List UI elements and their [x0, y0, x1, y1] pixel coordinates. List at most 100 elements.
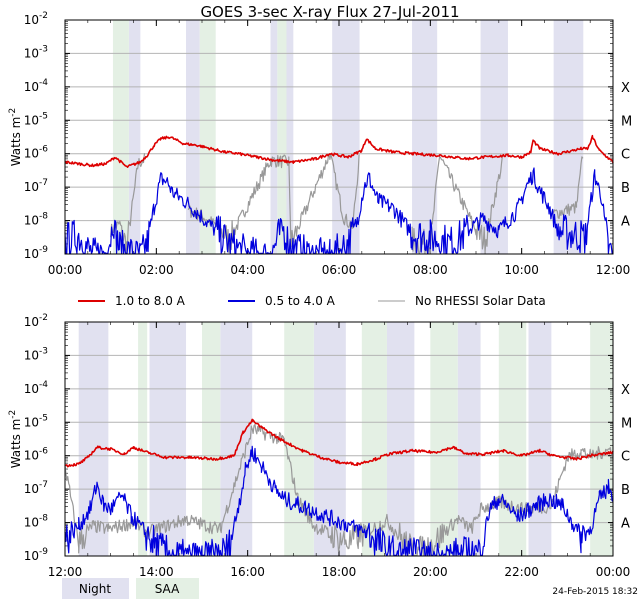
legend-swatch-night: [62, 578, 129, 599]
y-tick-label: 10-8: [24, 212, 49, 228]
y-axis-title: Watts m-2: [8, 108, 23, 167]
y-tick-base: 10: [24, 482, 39, 496]
night-band: [286, 20, 294, 254]
saa-band: [361, 322, 387, 556]
flare-class-c: C: [621, 148, 630, 163]
x-tick-label: 12:00: [48, 565, 83, 579]
plot-frame: [64, 19, 614, 255]
y-tick-label: 10-9: [24, 547, 49, 563]
night-band: [412, 20, 438, 254]
x-tick-label: 20:00: [413, 565, 448, 579]
series-long: [64, 134, 614, 168]
y-tick-label: 10-7: [24, 178, 48, 194]
y-tick-exponent: -6: [39, 145, 48, 155]
flare-class-x: X: [621, 383, 630, 398]
y-tick-exponent: -7: [39, 178, 48, 188]
x-tick-label: 08:00: [413, 263, 448, 277]
flare-class-a: A: [621, 517, 630, 532]
y-tick-label: 10-2: [24, 11, 48, 27]
night-band: [553, 20, 584, 254]
night-band: [149, 322, 187, 556]
saa-band: [112, 20, 129, 254]
y-tick-label: 10-2: [24, 313, 48, 329]
y-tick-exponent: -9: [39, 547, 48, 557]
flare-class-c: C: [621, 450, 630, 465]
y-tick-exponent: -2: [39, 11, 48, 21]
y-tick-exponent: -8: [39, 212, 48, 222]
y-tick-exponent: -5: [39, 111, 48, 121]
y-tick-label: 10-7: [24, 480, 48, 496]
y-tick-exponent: -3: [39, 346, 48, 356]
y-tick-exponent: -4: [39, 78, 48, 88]
y-tick-label: 10-3: [24, 346, 48, 362]
legend-label-long: 1.0 to 8.0 A: [115, 294, 186, 308]
night-band: [528, 322, 552, 556]
panel-1: 10-210-310-410-510-610-710-810-9XMCBAWat…: [8, 11, 632, 277]
y-tick-base: 10: [24, 13, 39, 27]
series-short: [64, 167, 614, 254]
y-tick-base: 10: [24, 214, 39, 228]
plot-frame: [64, 321, 614, 557]
flare-class-m: M: [621, 114, 632, 129]
saa-band: [138, 322, 148, 556]
x-tick-label: 04:00: [230, 263, 265, 277]
night-band: [386, 322, 415, 556]
flare-class-b: B: [621, 483, 630, 498]
y-tick-base: 10: [24, 180, 39, 194]
legend-label-saa: SAA: [155, 582, 180, 596]
night-band: [480, 20, 508, 254]
saa-band: [202, 322, 221, 556]
y-tick-label: 10-6: [24, 145, 49, 161]
y-tick-base: 10: [24, 315, 39, 329]
y-tick-label: 10-4: [24, 78, 49, 94]
y-tick-base: 10: [24, 549, 39, 563]
y-tick-exponent: -6: [39, 447, 48, 457]
night-band: [128, 20, 141, 254]
y-axis-title-exponent: -2: [8, 410, 18, 419]
footer-date: 24-Feb-2015 18:32: [552, 587, 638, 597]
x-tick-label: 14:00: [139, 565, 174, 579]
y-tick-label: 10-5: [24, 111, 48, 127]
x-tick-label: 16:00: [230, 565, 265, 579]
series-long: [64, 418, 614, 468]
y-axis-title-text: Watts m: [9, 419, 23, 469]
x-tick-label: 02:00: [139, 263, 174, 277]
legend-label-short: 0.5 to 4.0 A: [265, 294, 336, 308]
y-tick-exponent: -7: [39, 480, 48, 490]
y-tick-label: 10-6: [24, 447, 49, 463]
x-tick-label: 12:00: [596, 263, 631, 277]
night-band: [270, 20, 278, 254]
flare-class-a: A: [621, 215, 630, 230]
y-tick-base: 10: [24, 113, 39, 127]
y-tick-label: 10-8: [24, 514, 49, 530]
x-tick-label: 22:00: [504, 565, 539, 579]
saa-band: [277, 20, 287, 254]
x-tick-label: 18:00: [322, 565, 357, 579]
y-tick-label: 10-4: [24, 380, 49, 396]
y-axis-title-exponent: -2: [8, 108, 18, 117]
y-tick-exponent: -5: [39, 413, 48, 423]
y-tick-exponent: -8: [39, 514, 48, 524]
legend-swatch-saa: [136, 578, 199, 599]
x-tick-label: 00:00: [48, 263, 83, 277]
y-tick-base: 10: [24, 46, 39, 60]
flare-class-m: M: [621, 416, 632, 431]
x-tick-label: 00:00: [596, 565, 631, 579]
legend-label-night: Night: [79, 582, 112, 596]
chart-title: GOES 3-sec X-ray Flux 27-Jul-2011: [200, 3, 459, 21]
y-tick-base: 10: [24, 449, 39, 463]
y-tick-base: 10: [24, 80, 39, 94]
flare-class-b: B: [621, 181, 630, 196]
y-tick-exponent: -9: [39, 245, 48, 255]
x-tick-label: 10:00: [504, 263, 539, 277]
saa-band: [430, 322, 458, 556]
night-band: [457, 322, 481, 556]
y-tick-base: 10: [24, 247, 39, 261]
legend: 1.0 to 8.0 A 0.5 to 4.0 A No RHESSI Solar …: [62, 294, 546, 599]
flare-class-x: X: [621, 81, 630, 96]
y-tick-base: 10: [24, 516, 39, 530]
y-axis-title: Watts m-2: [8, 410, 23, 469]
saa-band: [590, 322, 613, 556]
series-norhessi: [64, 424, 614, 556]
